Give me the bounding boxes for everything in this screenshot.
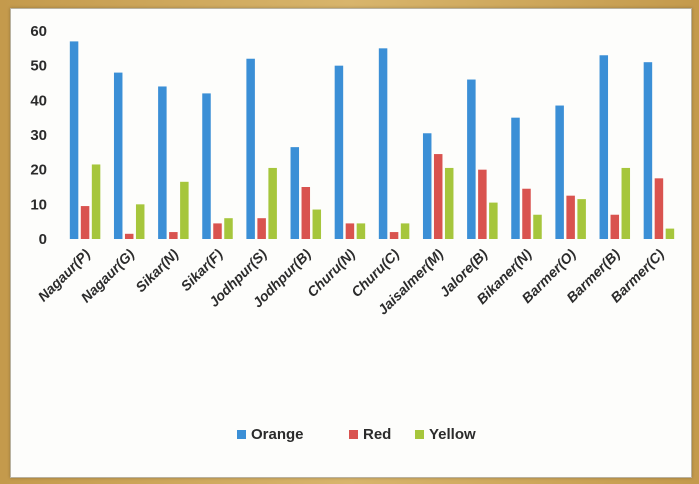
legend-label-yellow: Yellow (429, 426, 476, 443)
bar-orange-8 (422, 133, 432, 239)
x-axis: Nagaur(P)Nagaur(G)Sikar(N)Sikar(F)Jodhpu… (35, 246, 668, 318)
bar-red-2 (169, 232, 178, 239)
bar-red-1 (124, 233, 134, 239)
bar-yellow-4 (268, 167, 277, 239)
bar-orange-7 (378, 48, 388, 240)
bar-orange-12 (599, 55, 609, 240)
chart-panel: 0 10 20 30 40 50 60 Nagaur(P) Nagaur(G) Sikar(N)… (10, 8, 692, 478)
bar-yellow-6 (356, 223, 366, 239)
bar-yellow-9 (489, 202, 498, 239)
bar-orange-0 (69, 41, 79, 240)
bar-yellow-11 (577, 199, 586, 239)
bar-red-10 (522, 188, 531, 239)
bar-orange-10 (511, 117, 520, 239)
bar-orange-11 (555, 105, 564, 240)
bar-yellow-2 (180, 181, 189, 239)
bar-yellow-8 (444, 167, 454, 239)
x-tick-label: Sikar(N) (132, 246, 182, 296)
bar-red-11 (566, 195, 575, 239)
bar-orange-13 (643, 62, 653, 240)
bar-orange-3 (202, 93, 211, 240)
bars (69, 41, 675, 240)
y-tick-label: 50 (30, 58, 47, 75)
legend-swatch-red (349, 430, 358, 439)
bar-red-8 (433, 154, 443, 239)
y-axis: 0 10 20 30 40 50 60 (30, 23, 47, 248)
bar-yellow-1 (135, 204, 145, 239)
legend-swatch-orange (237, 430, 246, 439)
bar-red-4 (257, 218, 266, 239)
bar-red-9 (478, 169, 487, 239)
y-tick-label: 0 (39, 231, 47, 248)
bar-orange-6 (334, 65, 344, 239)
bar-chart: 0 10 20 30 40 50 60 Nagaur(P)Nagaur(G)Sikar(N)… (30, 23, 675, 443)
y-tick-label: 60 (30, 23, 47, 40)
bar-red-12 (610, 214, 620, 239)
bar-yellow-3 (224, 218, 233, 239)
bar-yellow-12 (621, 167, 631, 239)
bar-orange-9 (467, 79, 476, 240)
bar-red-13 (654, 178, 664, 239)
y-tick-label: 10 (30, 196, 47, 213)
bar-yellow-7 (400, 223, 410, 239)
y-tick-label: 20 (30, 162, 47, 179)
bar-orange-5 (290, 147, 300, 239)
bar-orange-2 (158, 86, 167, 239)
bar-yellow-13 (665, 228, 675, 239)
bar-red-3 (213, 223, 222, 239)
bar-red-7 (389, 232, 399, 239)
bar-yellow-5 (312, 209, 322, 239)
bar-orange-4 (246, 58, 255, 239)
bar-yellow-0 (91, 164, 101, 239)
y-tick-label: 30 (30, 127, 47, 144)
bar-red-5 (301, 187, 311, 239)
legend-label-red: Red (363, 426, 391, 443)
y-tick-label: 40 (30, 92, 47, 109)
legend-swatch-yellow (415, 430, 424, 439)
bar-orange-1 (113, 72, 123, 239)
legend-label-orange: Orange (251, 426, 304, 443)
bar-red-0 (80, 206, 90, 239)
legend: Orange Red Yellow (237, 426, 476, 443)
bar-red-6 (345, 223, 355, 239)
bar-yellow-10 (533, 214, 542, 239)
